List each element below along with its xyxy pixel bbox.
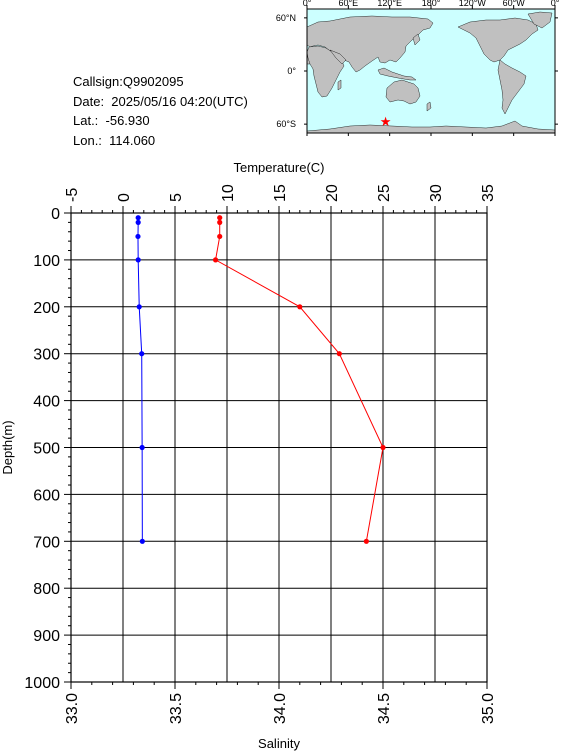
temperature-tick-label: 10	[220, 184, 237, 202]
depth-tick-label: 400	[33, 394, 60, 411]
salinity-tick-label: 34.5	[376, 693, 393, 724]
land-japan	[412, 33, 421, 46]
date-text: Date: 2025/05/16 04:20(UTC)	[73, 93, 248, 109]
plot-minor-ticks	[64, 206, 488, 689]
depth-tick-label: 500	[33, 441, 60, 458]
salinity-data-point	[135, 219, 141, 225]
salinity-data-point	[139, 538, 145, 544]
depth-tick-label: 300	[33, 347, 60, 364]
map-lat-label: 60°N	[276, 13, 296, 23]
map-land	[306, 11, 556, 134]
salinity-profile-line	[137, 217, 143, 542]
land-australia	[385, 79, 421, 105]
temperature-data-point	[212, 257, 219, 263]
temperature-data-point	[217, 219, 223, 225]
profile-location-star: ★	[380, 114, 392, 129]
land-south-america	[497, 59, 527, 115]
salinity-data-point	[135, 257, 141, 263]
salinity-data-point	[139, 444, 145, 451]
station-info: Callsign:Q9902095 Date: 2025/05/16 04:20…	[73, 72, 248, 150]
temperature-data-point	[336, 351, 342, 357]
map-lat-label: 0°	[287, 66, 296, 76]
map-lon-label: 120°W	[459, 0, 487, 8]
map-lon-label: 120°E	[377, 0, 402, 8]
temperature-profile-line	[215, 217, 384, 542]
salinity-tick-label: 34.0	[272, 693, 289, 724]
salinity-tick-label: 33.5	[168, 693, 185, 724]
longitude-text: Lon.: 114.060	[73, 132, 156, 148]
map-lon-label: 60°W	[503, 0, 526, 8]
salinity-data-point	[139, 351, 145, 357]
map-lon-label: 180°	[422, 0, 441, 8]
depth-tick-label: 700	[33, 534, 60, 551]
temperature-tick-label: 5	[168, 193, 185, 202]
latitude-text: Lat.: -56.930	[73, 113, 150, 128]
depth-tick-label: 900	[33, 628, 60, 645]
depth-tick-labels: 0 100 200 300 400 500 600 700 800 900 1000	[24, 206, 60, 692]
temperature-tick-label: 0	[116, 193, 133, 202]
land-new-zealand	[426, 101, 432, 112]
land-greenland	[527, 11, 553, 29]
depth-tick-label: 200	[33, 300, 60, 317]
land-madagascar	[337, 79, 342, 91]
temperature-tick-labels: -5 0 5 10 15 20 25 30 35	[64, 184, 497, 202]
salinity-tick-labels: 33.0 33.5 34.0 34.5 35.0	[64, 693, 497, 724]
temperature-tick-label: 35	[480, 184, 497, 202]
temperature-data-point	[297, 304, 303, 310]
salinity-data-point	[136, 304, 142, 310]
salinity-data-point	[135, 215, 141, 221]
temperature-data-point	[217, 233, 223, 240]
land-indonesia	[377, 67, 417, 81]
map-lon-label: 0°	[551, 0, 560, 8]
temperature-data-point	[380, 444, 386, 451]
temperature-data-point	[217, 215, 223, 221]
land-north-america	[457, 17, 539, 63]
location-map: 0° 60°E 120°E 180° 120°W 60°W 0° 60°N 0° 60°S ★	[276, 0, 560, 136]
map-ticks	[304, 5, 558, 136]
map-lon-label: 0°	[303, 0, 312, 8]
depth-tick-label: 1000	[24, 675, 60, 692]
depth-tick-label: 0	[51, 206, 60, 223]
temperature-tick-label: 15	[272, 184, 289, 202]
depth-tick-label: 100	[33, 253, 60, 270]
salinity-data-point	[135, 233, 141, 240]
map-longitude-labels: 0° 60°E 120°E 180° 120°W 60°W 0°	[303, 0, 560, 8]
salinity-tick-label: 33.0	[64, 693, 81, 724]
map-lat-label: 60°S	[276, 119, 296, 129]
depth-axis-title: Depth(m)	[0, 420, 15, 474]
map-latitude-labels: 60°N 0° 60°S	[276, 13, 297, 129]
temperature-data-point	[363, 538, 369, 544]
land-arabia	[329, 49, 347, 65]
profile-plot: -5 0 5 10 15 20 25 30 35 33.0 33.5 34.0 34.5 35.0 0 1…	[0, 160, 497, 751]
depth-tick-label: 800	[33, 581, 60, 598]
profile-series	[135, 215, 386, 544]
map-lon-label: 60°E	[339, 0, 359, 8]
temperature-tick-label: 20	[324, 184, 341, 202]
temperature-axis-title: Temperature(C)	[233, 160, 324, 175]
salinity-tick-label: 35.0	[480, 693, 497, 724]
callsign-text: Callsign:Q9902095	[73, 74, 184, 89]
temperature-tick-label: 25	[376, 184, 393, 202]
temperature-tick-label: 30	[428, 184, 445, 202]
temperature-tick-label: -5	[64, 188, 81, 202]
plot-grid	[70, 212, 488, 683]
salinity-axis-title: Salinity	[258, 736, 300, 751]
depth-tick-label: 600	[33, 487, 60, 504]
